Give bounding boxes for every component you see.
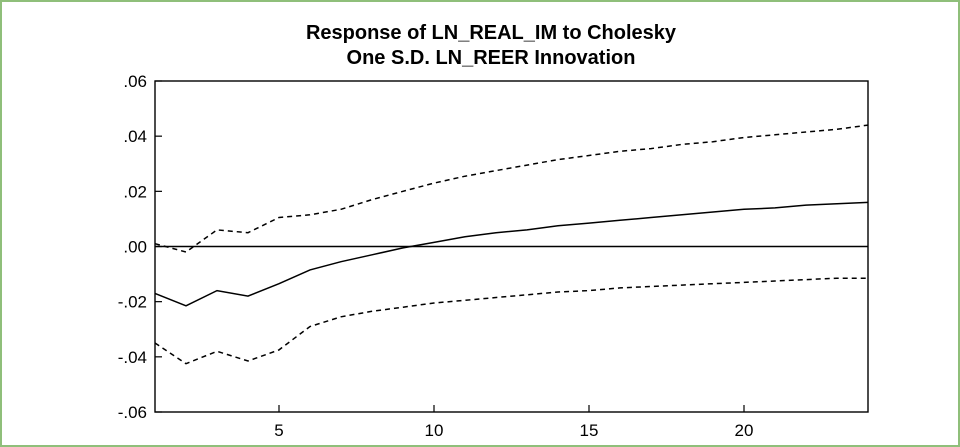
y-tick-label: .00 — [123, 238, 147, 257]
lower-band-line — [154, 277, 868, 365]
x-tick-label: 15 — [580, 421, 599, 440]
y-tick-label: -.04 — [118, 348, 147, 367]
x-tick-label: 10 — [425, 421, 444, 440]
y-tick-label: .02 — [123, 182, 147, 201]
plot-area: -.06 -.04 -.02 .00 .02 .04 .06 5 10 15 20 — [118, 72, 869, 440]
y-tick-label: -.06 — [118, 403, 147, 422]
y-tick-label: .06 — [123, 72, 147, 91]
impulse-response-line — [154, 201, 869, 307]
x-tick-label: 20 — [735, 421, 754, 440]
upper-band-line — [154, 124, 869, 253]
y-tick-label: -.02 — [118, 293, 147, 312]
x-tick-label: 5 — [274, 421, 283, 440]
chart-title-line-1: Response of LN_REAL_IM to Cholesky — [306, 22, 677, 44]
chart-title-line-2: One S.D. LN_REER Innovation — [347, 47, 636, 69]
y-tick-label: .04 — [123, 127, 147, 146]
